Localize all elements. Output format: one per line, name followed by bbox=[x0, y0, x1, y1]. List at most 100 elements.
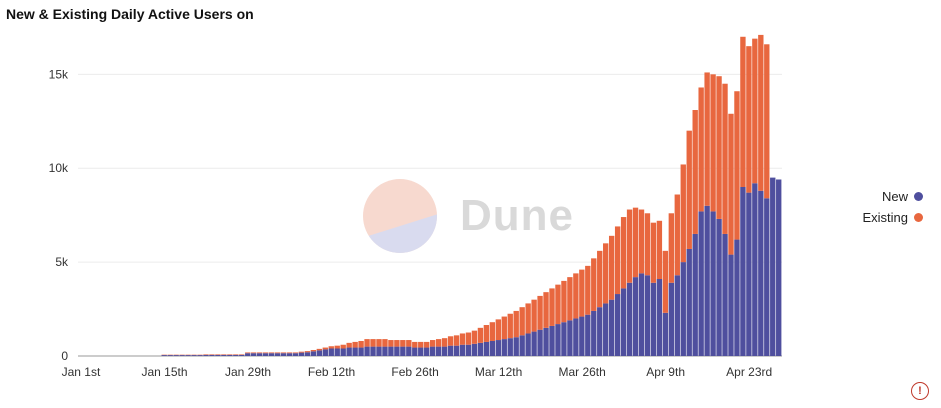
bar-new[interactable] bbox=[728, 254, 734, 356]
bar-new[interactable] bbox=[245, 353, 251, 356]
bar-existing[interactable] bbox=[465, 332, 472, 345]
bar-existing[interactable] bbox=[424, 341, 430, 348]
bar-new[interactable] bbox=[424, 347, 430, 356]
bar-new[interactable] bbox=[358, 347, 364, 356]
bar-existing[interactable] bbox=[430, 340, 436, 347]
bar-existing[interactable] bbox=[656, 220, 663, 280]
legend-item-existing[interactable]: Existing bbox=[862, 207, 923, 228]
bar-new[interactable] bbox=[746, 192, 752, 356]
bar-new[interactable] bbox=[233, 354, 239, 356]
bar-new[interactable] bbox=[406, 346, 412, 356]
warning-circle-icon[interactable]: ! bbox=[911, 382, 929, 400]
bar-new[interactable] bbox=[740, 187, 746, 356]
bar-existing[interactable] bbox=[459, 333, 466, 345]
bar-existing[interactable] bbox=[388, 340, 394, 347]
bar-existing[interactable] bbox=[256, 352, 263, 354]
bar-existing[interactable] bbox=[728, 113, 734, 255]
bar-new[interactable] bbox=[310, 351, 317, 356]
bar-new[interactable] bbox=[346, 347, 352, 356]
bar-existing[interactable] bbox=[704, 72, 710, 206]
bar-existing[interactable] bbox=[298, 351, 305, 353]
bar-new[interactable] bbox=[543, 327, 549, 356]
bar-existing[interactable] bbox=[316, 348, 323, 351]
bar-new[interactable] bbox=[686, 248, 692, 356]
bar-new[interactable] bbox=[447, 345, 454, 356]
bar-new[interactable] bbox=[608, 299, 615, 356]
bar-new[interactable] bbox=[656, 279, 663, 356]
bar-existing[interactable] bbox=[758, 34, 764, 191]
bar-new[interactable] bbox=[698, 211, 704, 356]
bar-existing[interactable] bbox=[358, 340, 364, 348]
bar-existing[interactable] bbox=[591, 258, 597, 311]
bar-existing[interactable] bbox=[346, 342, 352, 348]
bar-existing[interactable] bbox=[435, 339, 442, 347]
bar-new[interactable] bbox=[776, 179, 782, 356]
bar-new[interactable] bbox=[722, 233, 728, 356]
bar-new[interactable] bbox=[513, 337, 519, 356]
bar-new[interactable] bbox=[626, 282, 633, 356]
bar-new[interactable] bbox=[716, 218, 722, 356]
bar-new[interactable] bbox=[334, 348, 340, 356]
bar-new[interactable] bbox=[251, 353, 257, 356]
bar-new[interactable] bbox=[668, 282, 675, 356]
bar-existing[interactable] bbox=[352, 341, 358, 348]
bar-existing[interactable] bbox=[608, 235, 615, 300]
bar-existing[interactable] bbox=[215, 354, 221, 355]
bar-existing[interactable] bbox=[227, 354, 233, 355]
bar-existing[interactable] bbox=[334, 345, 340, 349]
bar-new[interactable] bbox=[328, 348, 334, 356]
bar-existing[interactable] bbox=[239, 354, 245, 355]
bar-new[interactable] bbox=[394, 346, 400, 356]
bar-new[interactable] bbox=[483, 341, 490, 356]
bar-existing[interactable] bbox=[394, 340, 400, 347]
bar-new[interactable] bbox=[567, 320, 573, 356]
bar-new[interactable] bbox=[632, 277, 639, 356]
bar-new[interactable] bbox=[388, 346, 394, 356]
bar-new[interactable] bbox=[203, 354, 209, 356]
bar-existing[interactable] bbox=[638, 209, 645, 274]
bar-existing[interactable] bbox=[322, 347, 328, 350]
bar-existing[interactable] bbox=[304, 351, 311, 353]
bar-new[interactable] bbox=[209, 354, 215, 356]
bar-new[interactable] bbox=[650, 282, 657, 356]
bar-new[interactable] bbox=[573, 318, 579, 356]
bar-existing[interactable] bbox=[674, 194, 680, 276]
bar-new[interactable] bbox=[561, 322, 567, 356]
bar-new[interactable] bbox=[185, 355, 191, 356]
bar-existing[interactable] bbox=[698, 87, 704, 212]
bar-new[interactable] bbox=[400, 346, 406, 356]
bar-existing[interactable] bbox=[274, 352, 281, 354]
bar-new[interactable] bbox=[459, 344, 466, 356]
bar-new[interactable] bbox=[525, 333, 531, 356]
bar-new[interactable] bbox=[376, 346, 382, 356]
bar-existing[interactable] bbox=[614, 226, 621, 295]
bar-existing[interactable] bbox=[507, 313, 513, 339]
bar-new[interactable] bbox=[304, 352, 311, 356]
bar-existing[interactable] bbox=[310, 349, 317, 352]
bar-existing[interactable] bbox=[495, 319, 501, 341]
bar-existing[interactable] bbox=[412, 341, 418, 348]
bar-new[interactable] bbox=[418, 347, 424, 356]
bar-existing[interactable] bbox=[251, 352, 257, 354]
bar-new[interactable] bbox=[340, 348, 346, 356]
bar-existing[interactable] bbox=[632, 207, 639, 278]
bar-existing[interactable] bbox=[549, 288, 555, 326]
bar-new[interactable] bbox=[197, 355, 203, 356]
bar-new[interactable] bbox=[280, 353, 287, 356]
bar-existing[interactable] bbox=[447, 336, 454, 346]
bar-existing[interactable] bbox=[513, 310, 519, 338]
bar-existing[interactable] bbox=[620, 217, 627, 289]
bar-new[interactable] bbox=[704, 205, 710, 356]
bar-new[interactable] bbox=[352, 347, 358, 356]
bar-existing[interactable] bbox=[585, 265, 591, 315]
bar-new[interactable] bbox=[770, 177, 776, 356]
bar-new[interactable] bbox=[495, 340, 501, 356]
bar-existing[interactable] bbox=[221, 354, 227, 355]
bar-existing[interactable] bbox=[543, 292, 549, 328]
bar-existing[interactable] bbox=[418, 341, 424, 348]
bar-new[interactable] bbox=[603, 303, 609, 356]
bar-existing[interactable] bbox=[680, 164, 686, 263]
bar-new[interactable] bbox=[370, 346, 376, 356]
bar-existing[interactable] bbox=[262, 352, 269, 354]
bar-new[interactable] bbox=[692, 233, 698, 356]
